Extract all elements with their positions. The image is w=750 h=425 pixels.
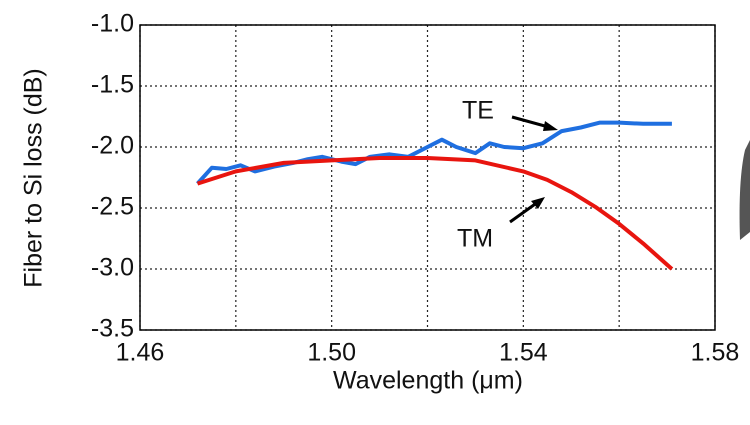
plot xyxy=(139,24,716,331)
x-tick-label: 1.58 xyxy=(691,339,740,367)
series-line xyxy=(196,120,672,185)
background-fragment xyxy=(739,140,750,240)
series-label: TM xyxy=(457,225,493,253)
y-axis-label: Fiber to Si loss (dB) xyxy=(20,68,48,288)
plot-frame xyxy=(139,24,716,331)
y-tick-label: -2.0 xyxy=(91,132,134,160)
x-tick-label: 1.54 xyxy=(499,339,548,367)
annotation-arrowhead xyxy=(531,197,545,209)
annotation-arrow xyxy=(509,200,539,224)
y-tick-label: -1.5 xyxy=(91,71,134,99)
series-line xyxy=(196,156,674,271)
y-tick-label: -2.5 xyxy=(91,193,134,221)
x-axis-label: Wavelength (μm) xyxy=(333,367,523,395)
annotation-arrowhead xyxy=(543,121,558,131)
series-label: TE xyxy=(462,97,494,125)
y-tick-label: -3.0 xyxy=(91,254,134,282)
y-tick-label: -3.5 xyxy=(91,315,134,343)
y-tick-label: -1.0 xyxy=(91,10,134,38)
x-tick-label: 1.46 xyxy=(116,339,165,367)
x-tick-label: 1.50 xyxy=(307,339,356,367)
